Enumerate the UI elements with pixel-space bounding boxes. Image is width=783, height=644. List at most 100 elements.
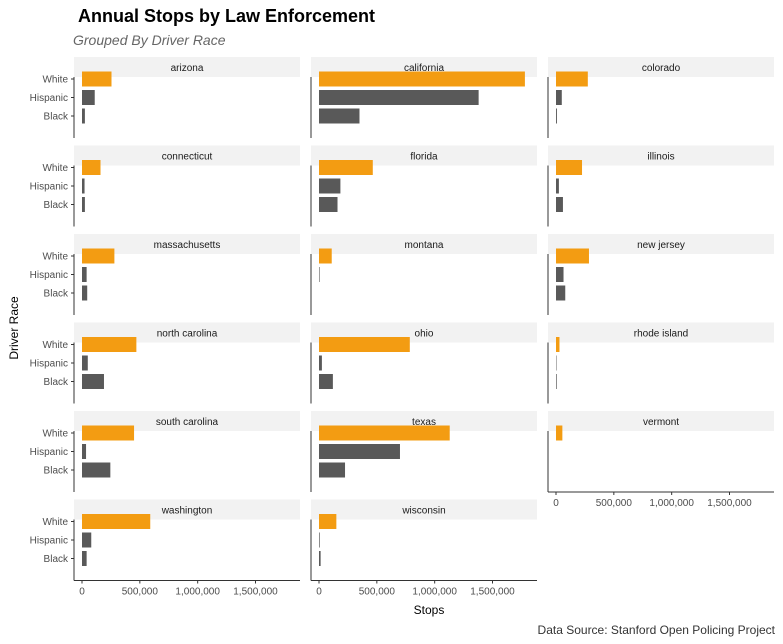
bar-connecticut-hispanic (82, 178, 85, 194)
facet-south-carolina: south carolina White Hispanic Black (30, 411, 300, 492)
bar-ohio-black (319, 374, 333, 389)
bar-florida-black (319, 197, 338, 212)
x-tick-label-washington-2: 1,000,000 (175, 587, 220, 598)
y-tick-label-north-carolina-white: White (42, 340, 68, 351)
bar-new-jersey-hispanic (556, 267, 564, 282)
facet-label-colorado: colorado (642, 63, 681, 74)
facet-label-massachusetts: massachusetts (154, 240, 221, 251)
facet-label-montana: montana (405, 240, 444, 251)
bar-vermont-white (556, 425, 563, 441)
facet-label-ohio: ohio (415, 329, 434, 340)
bar-illinois-black (556, 197, 563, 212)
bar-wisconsin-black (319, 551, 321, 566)
bar-massachusetts-hispanic (82, 267, 87, 282)
bar-connecticut-black (82, 197, 85, 212)
bar-california-hispanic (319, 90, 479, 105)
bar-california-black (319, 108, 360, 124)
facet-strip-arizona (74, 57, 300, 77)
bar-south-carolina-white (82, 425, 135, 441)
facet-label-north-carolina: north carolina (157, 329, 218, 340)
y-tick-label-arizona-white: White (42, 75, 68, 86)
bar-connecticut-white (82, 160, 101, 175)
facet-connecticut: connecticut White Hispanic Black (30, 145, 300, 227)
facet-label-texas: texas (412, 417, 436, 428)
facet-strip-montana (311, 234, 537, 254)
bar-north-carolina-white (82, 337, 137, 352)
facet-label-illinois: illinois (647, 152, 674, 163)
bar-south-carolina-black (82, 462, 111, 478)
bar-washington-white (82, 514, 151, 529)
y-tick-label-washington-hispanic: Hispanic (30, 536, 68, 547)
facet-washington: washington White Hispanic Black 0 500,000 1,00… (30, 499, 300, 598)
x-tick-label-washington-0: 0 (79, 587, 85, 598)
facet-strip-massachusetts (74, 234, 300, 254)
facet-label-new-jersey: new jersey (637, 240, 685, 251)
x-tick-label-vermont-0: 0 (553, 498, 559, 509)
bar-wisconsin-hispanic (319, 532, 320, 548)
x-tick-label-wisconsin-3: 1,500,000 (470, 587, 515, 598)
x-tick-label-wisconsin-2: 1,000,000 (412, 587, 457, 598)
y-tick-label-south-carolina-white: White (42, 429, 68, 440)
facet-florida: florida (310, 145, 537, 227)
facet-arizona: arizona White Hispanic Black (30, 57, 300, 138)
x-tick-label-washington-3: 1,500,000 (233, 587, 278, 598)
bar-montana-hispanic (319, 267, 320, 282)
x-tick-label-washington-1: 500,000 (122, 587, 159, 598)
bar-new-jersey-black (556, 285, 566, 301)
bar-new-jersey-white (556, 248, 589, 264)
facet-north-carolina: north carolina White Hispanic Black (30, 322, 300, 404)
facet-panels: arizona White Hispanic Black california color… (30, 57, 774, 598)
facet-strip-colorado (548, 57, 774, 77)
bar-arizona-hispanic (82, 90, 95, 105)
chart-subtitle: Grouped By Driver Race (73, 32, 226, 48)
x-axis-title: Stops (414, 603, 445, 617)
facet-montana: montana (310, 234, 537, 315)
facet-label-arizona: arizona (171, 63, 204, 74)
x-tick-label-vermont-1: 500,000 (596, 498, 633, 509)
y-tick-label-connecticut-hispanic: Hispanic (30, 182, 68, 193)
x-tick-label-vermont-3: 1,500,000 (707, 498, 752, 509)
y-tick-label-massachusetts-white: White (42, 252, 68, 263)
bar-texas-black (319, 462, 346, 478)
bar-california-white (319, 71, 525, 87)
bar-arizona-white (82, 71, 112, 87)
bar-washington-black (82, 551, 87, 566)
facet-vermont: vermont 0 500,000 1,000,000 1,500,000 (547, 411, 774, 509)
bar-illinois-hispanic (556, 178, 559, 194)
facet-strip-connecticut (74, 145, 300, 166)
y-tick-label-arizona-black: Black (44, 112, 69, 123)
y-tick-label-north-carolina-black: Black (44, 377, 69, 388)
bar-illinois-white (556, 160, 583, 175)
bar-arizona-black (82, 108, 85, 124)
bar-colorado-black (556, 108, 557, 124)
bar-north-carolina-hispanic (82, 355, 88, 371)
facet-strip-illinois (548, 145, 774, 166)
chart-title: Annual Stops by Law Enforcement (78, 6, 375, 26)
y-tick-label-connecticut-black: Black (44, 200, 69, 211)
bar-colorado-hispanic (556, 90, 562, 105)
y-tick-label-south-carolina-hispanic: Hispanic (30, 447, 68, 458)
bar-wisconsin-white (319, 514, 337, 529)
facet-label-florida: florida (410, 152, 438, 163)
facet-label-california: california (404, 63, 444, 74)
y-tick-label-connecticut-white: White (42, 163, 68, 174)
facet-california: california (310, 57, 537, 138)
facet-strip-new-jersey (548, 234, 774, 254)
bar-texas-hispanic (319, 444, 400, 459)
bar-ohio-white (319, 337, 410, 352)
x-tick-label-wisconsin-0: 0 (316, 587, 322, 598)
bar-ohio-hispanic (319, 355, 322, 371)
chart-caption: Data Source: Stanford Open Policing Proj… (538, 623, 776, 637)
bar-florida-white (319, 160, 373, 175)
facet-strip-rhode-island (548, 322, 774, 343)
bar-rhode-island-black (556, 374, 557, 389)
facet-label-wisconsin: wisconsin (401, 506, 445, 517)
y-tick-label-arizona-hispanic: Hispanic (30, 93, 68, 104)
bar-massachusetts-black (82, 285, 88, 301)
y-tick-label-south-carolina-black: Black (44, 466, 69, 477)
y-tick-label-washington-black: Black (44, 554, 69, 565)
facet-label-connecticut: connecticut (162, 152, 213, 163)
facet-label-vermont: vermont (643, 417, 679, 428)
bar-north-carolina-black (82, 374, 104, 389)
